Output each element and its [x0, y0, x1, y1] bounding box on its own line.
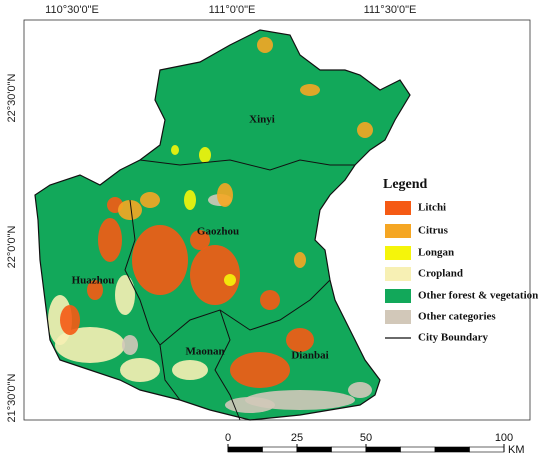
scale-segment [400, 446, 436, 453]
land-patch [286, 328, 314, 352]
legend-label: Cropland [418, 268, 463, 280]
legend: Legend Litchi Citrus Longan Cropland Other f… [383, 177, 538, 343]
land-patch [184, 190, 196, 210]
longitude-label: 110°30'0"E [45, 4, 99, 16]
land-patch [348, 382, 372, 398]
labels: 110°30'0"E 111°0'0"E 111°30'0"E 22°30'0"N 22… [6, 4, 417, 423]
scale-segment [227, 446, 263, 453]
land-patch [140, 192, 160, 208]
city-label: Dianbai [291, 350, 328, 362]
legend-label: City Boundary [418, 332, 488, 344]
legend-swatch [385, 289, 411, 303]
land-patch [190, 245, 240, 305]
legend-label: Other forest & vegetation [418, 290, 538, 302]
legend-swatch [385, 267, 411, 281]
legend-label: Longan [418, 247, 454, 259]
scale-segment [434, 446, 470, 453]
longitude-label: 111°0'0"E [209, 4, 256, 16]
land-patch [132, 225, 188, 295]
scale-segment [365, 446, 401, 453]
legend-title: Legend [383, 177, 428, 192]
land-patch [300, 84, 320, 96]
land-patch [60, 305, 80, 335]
patches [48, 37, 373, 413]
legend-label: Citrus [418, 225, 449, 237]
legend-swatch [385, 246, 411, 260]
land-patch [294, 252, 306, 268]
land-patch [357, 122, 373, 138]
scale-tick-label: 25 [291, 432, 303, 444]
land-area [35, 30, 410, 420]
latitude-label: 21°30'0"N [6, 373, 18, 422]
land-patch [118, 200, 142, 220]
scale-tick-label: 50 [360, 432, 372, 444]
land-patch [120, 358, 160, 382]
scale-segment [262, 446, 298, 453]
longitude-label: 111°30'0"E [364, 4, 417, 16]
scale-segment [296, 446, 332, 453]
scale-unit: KM [508, 444, 525, 456]
city-label: Huazhou [72, 275, 115, 287]
land-patch [225, 397, 275, 413]
scale-segment [469, 446, 505, 453]
land-patch [171, 145, 179, 155]
legend-label: Other categories [418, 311, 496, 323]
legend-label: Litchi [418, 202, 446, 214]
latitude-label: 22°30'0"N [6, 73, 18, 122]
land-patch [98, 218, 122, 262]
land-patch [199, 147, 211, 163]
land-patch [190, 230, 210, 250]
scale-segment [331, 446, 367, 453]
land-patch [87, 280, 103, 300]
land-patch [172, 360, 208, 380]
legend-swatch [385, 224, 411, 238]
land-patch [230, 352, 290, 388]
legend-swatch [385, 310, 411, 324]
land-patch [122, 335, 138, 355]
land-patch [217, 183, 233, 207]
land [35, 30, 410, 420]
legend-swatch [385, 201, 411, 215]
land-patch [260, 290, 280, 310]
city-label: Gaozhou [197, 226, 239, 238]
latitude-label: 22°0'0"N [6, 226, 18, 269]
scale-tick-label: 100 [495, 432, 513, 444]
land-patch [257, 37, 273, 53]
city-boundaries [34, 29, 411, 421]
city-label: Maonan [185, 346, 224, 358]
land-patch [115, 275, 135, 315]
land-patch [224, 274, 236, 286]
scale-tick-label: 0 [225, 432, 231, 444]
land-patch [55, 327, 125, 363]
city-label: Xinyi [249, 114, 275, 126]
